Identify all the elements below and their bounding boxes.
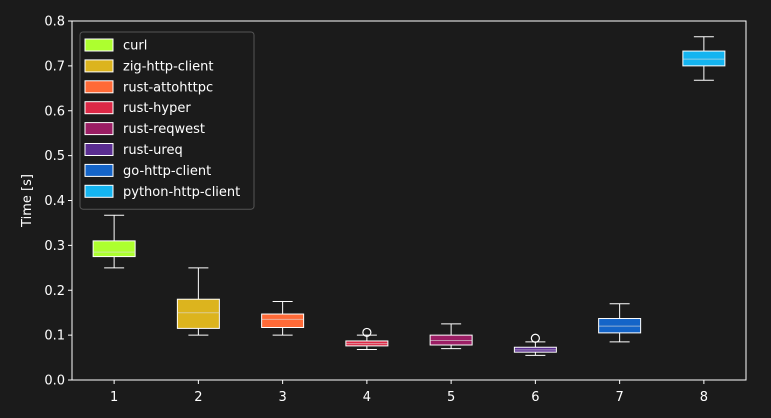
box-go-http-client — [598, 303, 642, 343]
y-tick-label: 0.6 — [44, 104, 65, 119]
y-axis-label: Time [s] — [20, 174, 35, 228]
legend: curl zig-http-client rust-attohttpc rust-hy… — [79, 31, 255, 210]
x-tick-label: 4 — [363, 390, 371, 405]
legend-swatch — [84, 163, 114, 177]
legend-entry-rust-reqwest: rust-reqwest — [84, 122, 205, 137]
legend-label: python-http-client — [123, 185, 240, 200]
box-rust-hyper — [345, 327, 389, 350]
x-tick-label: 7 — [615, 390, 623, 405]
legend-entry-python-http-client: python-http-client — [84, 184, 240, 200]
legend-entry-go-http-client: go-http-client — [84, 163, 211, 179]
legend-swatch — [84, 80, 114, 94]
y-tick-label: 0.5 — [44, 149, 65, 164]
legend-swatch — [84, 38, 114, 52]
box-body — [682, 50, 726, 67]
legend-label: rust-reqwest — [123, 122, 205, 137]
outlier-point — [362, 327, 372, 338]
x-tick-label: 6 — [531, 390, 539, 405]
legend-entry-rust-attohttpc: rust-attohttpc — [84, 80, 213, 95]
y-tick-label: 0.2 — [44, 284, 65, 299]
box-body — [92, 240, 136, 258]
legend-swatch — [84, 122, 114, 136]
plot-area — [92, 36, 726, 356]
legend-label: rust-ureq — [123, 143, 183, 158]
legend-entry-rust-hyper: rust-hyper — [84, 101, 191, 116]
x-tick-label: 2 — [194, 390, 202, 405]
box-zig-http-client — [176, 267, 220, 336]
box-curl — [92, 214, 136, 269]
x-tick-label: 1 — [110, 390, 118, 405]
legend-swatch — [84, 143, 114, 156]
legend-swatch — [84, 101, 114, 115]
y-tick-label: 0.7 — [44, 59, 65, 74]
x-tick-label: 3 — [278, 390, 286, 405]
legend-swatch — [84, 184, 114, 198]
box-rust-ureq — [513, 333, 557, 356]
legend-label: rust-hyper — [123, 101, 191, 116]
box-python-http-client — [682, 36, 726, 81]
x-tick-label: 5 — [447, 390, 455, 405]
y-tick-label: 0.8 — [44, 15, 65, 30]
box-rust-attohttpc — [261, 300, 305, 336]
box-rust-reqwest — [429, 323, 473, 350]
legend-entry-rust-ureq: rust-ureq — [84, 143, 183, 158]
legend-label: curl — [123, 39, 147, 54]
outlier-point — [530, 333, 540, 343]
legend-box — [79, 31, 255, 210]
legend-label: rust-attohttpc — [123, 80, 213, 95]
legend-entry-curl: curl — [84, 38, 147, 54]
legend-label: zig-http-client — [123, 59, 213, 74]
y-tick-label: 0.1 — [44, 329, 65, 344]
legend-label: go-http-client — [123, 164, 211, 179]
y-tick-label: 0.0 — [44, 374, 65, 389]
axes: 0.0 0.1 0.2 0.3 0.4 0.5 0.6 0.7 0.8 1 2 3 4 5 6 7 8 Time … — [20, 15, 747, 405]
legend-swatch — [84, 59, 114, 73]
legend-entry-zig-http-client: zig-http-client — [84, 59, 213, 74]
y-tick-label: 0.3 — [44, 239, 65, 254]
box-body — [261, 313, 305, 328]
y-tick-label: 0.4 — [44, 194, 65, 209]
box-body — [176, 298, 220, 329]
x-tick-label: 8 — [700, 390, 708, 405]
